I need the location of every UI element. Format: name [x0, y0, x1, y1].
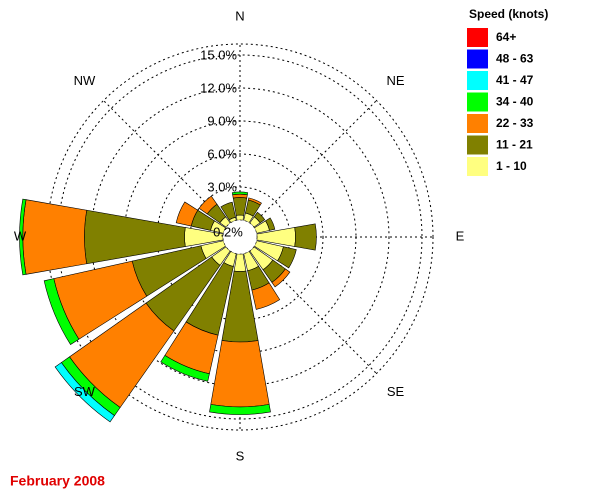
wedge: [265, 217, 276, 231]
legend-label: 41 - 47: [496, 73, 534, 87]
ring-label: 9.0%: [207, 113, 237, 128]
wedge: [22, 199, 88, 275]
legend-label: 1 - 10: [496, 159, 527, 173]
calm-label: 0.2%: [213, 224, 243, 239]
wedge: [19, 198, 27, 276]
ring-label: 15.0%: [200, 47, 237, 62]
ring-label: 6.0%: [207, 146, 237, 161]
legend-swatch: [467, 135, 488, 155]
ring-label: 12.0%: [200, 80, 237, 95]
radial-line: [103, 100, 241, 238]
wedge: [43, 278, 80, 345]
legend-swatch: [467, 28, 488, 47]
grid-ring: [90, 87, 390, 387]
wedge: [175, 201, 199, 227]
wedge: [209, 404, 271, 415]
wedge: [54, 362, 115, 423]
legend-label: 48 - 63: [496, 52, 534, 66]
legend-swatch: [467, 71, 488, 90]
direction-label: SW: [74, 384, 96, 399]
wedge: [160, 354, 210, 382]
legend-label: 64+: [496, 30, 516, 44]
wedge: [235, 214, 245, 221]
legend-swatch: [467, 92, 488, 112]
direction-label: N: [235, 8, 244, 23]
legend-swatch: [467, 49, 488, 69]
footer: February 2008: [10, 473, 105, 489]
radial-line: [239, 100, 377, 238]
legend-label: 11 - 21: [496, 138, 533, 152]
wedge: [231, 191, 249, 196]
direction-label: W: [14, 228, 27, 243]
wedge: [253, 211, 266, 224]
ring-label: 3.0%: [207, 179, 237, 194]
grid-ring: [123, 120, 357, 354]
radial-line: [239, 236, 377, 374]
calm-circle: [222, 219, 258, 255]
wedge: [277, 246, 297, 269]
wedge: [198, 195, 218, 215]
direction-label: NE: [387, 73, 405, 88]
legend-swatch: [467, 114, 488, 133]
wedge: [232, 197, 248, 216]
wedge: [251, 282, 281, 310]
legend-swatch: [467, 157, 488, 176]
wedge: [294, 223, 317, 251]
wedge: [220, 201, 236, 221]
direction-label: SE: [387, 384, 405, 399]
wedge: [247, 197, 262, 206]
legend-label: 22 - 33: [496, 116, 534, 130]
legend-title: Speed (knots): [469, 7, 548, 21]
wedge: [210, 340, 270, 408]
direction-label: NW: [74, 73, 96, 88]
direction-label: E: [456, 228, 465, 243]
direction-label: S: [236, 448, 245, 463]
legend-label: 34 - 40: [496, 95, 534, 109]
wedge: [271, 268, 291, 288]
